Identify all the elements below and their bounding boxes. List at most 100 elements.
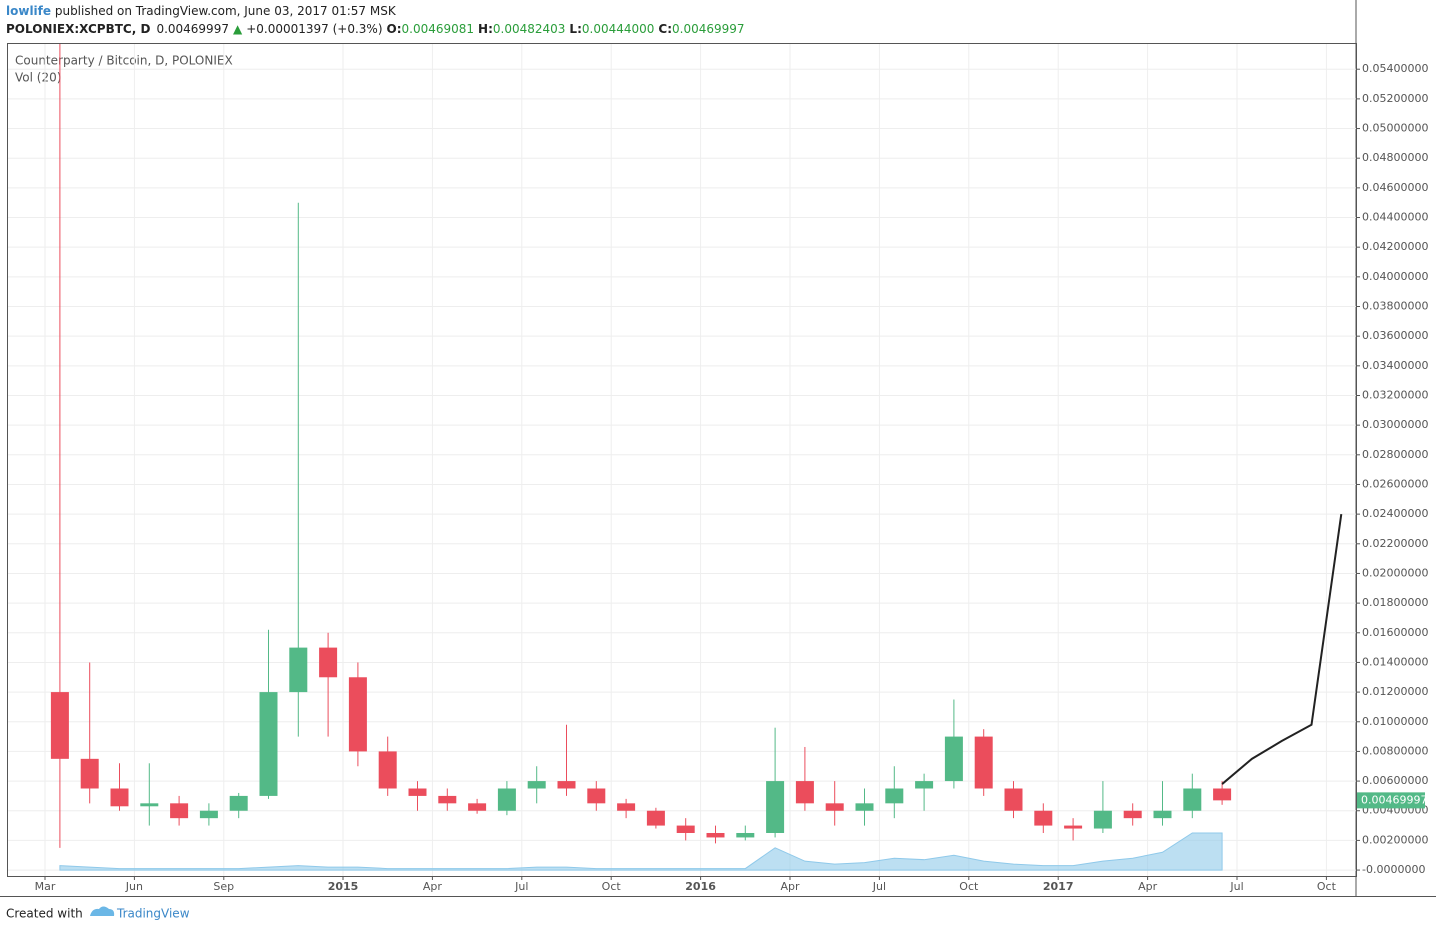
y-tick-label: 0.00800000 <box>1362 744 1428 757</box>
y-tick-label: 0.04800000 <box>1362 151 1428 164</box>
o: 0.00469081 <box>402 22 475 36</box>
candle-body <box>229 795 248 811</box>
candle-body <box>825 803 844 811</box>
x-tick-label: Oct <box>959 880 979 893</box>
x-tick-label: Sep <box>213 880 234 893</box>
header-line: lowlife published on TradingView.com, Ju… <box>6 4 397 18</box>
candle-body <box>50 692 69 759</box>
candle-body <box>974 736 993 789</box>
candle-body <box>1093 810 1112 829</box>
x-tick-label: Jul <box>872 880 886 893</box>
candle-body <box>795 781 814 804</box>
candle-body <box>1153 810 1172 819</box>
candle-body <box>1123 810 1142 819</box>
footer-brand[interactable]: TradingView <box>116 907 190 921</box>
candle-body <box>557 781 576 789</box>
candle-body <box>1034 810 1053 826</box>
candle-body <box>80 758 99 789</box>
h: 0.00482403 <box>493 22 566 36</box>
y-tick-label: 0.01000000 <box>1362 715 1428 728</box>
candle-body <box>915 781 934 789</box>
y-tick-label: 0.02200000 <box>1362 537 1428 550</box>
y-tick-label: 0.01200000 <box>1362 685 1428 698</box>
x-tick-label: Mar <box>35 880 56 893</box>
candle-body <box>736 832 755 838</box>
y-tick-label: -0.0000000 <box>1362 863 1425 876</box>
l: 0.00444000 <box>582 22 655 36</box>
candle-body <box>944 736 963 782</box>
y-tick-label: 0.03400000 <box>1362 359 1428 372</box>
grid <box>8 44 1356 876</box>
c: 0.00469997 <box>672 22 745 36</box>
x-tick-label: Apr <box>423 880 443 893</box>
y-tick-label: 0.02600000 <box>1362 477 1428 490</box>
candle-body <box>319 647 338 678</box>
candle-body <box>378 751 397 789</box>
symbol-line: POLONIEX:XCPBTC, D 0.00469997 ▲ +0.00001397… <box>6 22 745 36</box>
y-tick-label: 0.02000000 <box>1362 566 1428 579</box>
y-tick-label: 0.03000000 <box>1362 418 1428 431</box>
y-tick-label: 0.03200000 <box>1362 388 1428 401</box>
footer-created: Created with <box>6 907 83 921</box>
y-tick-label: 0.03800000 <box>1362 300 1428 313</box>
x-tick-label: 2016 <box>685 880 716 893</box>
candle-body <box>438 795 457 804</box>
published: published on TradingView.com, June 03, 2… <box>51 4 397 18</box>
candle-body <box>468 803 487 811</box>
x-tick-label: Apr <box>780 880 800 893</box>
y-tick-label: 0.05000000 <box>1362 122 1428 135</box>
y-tick-label: 0.02800000 <box>1362 448 1428 461</box>
candle-body <box>170 803 189 819</box>
y-tick-label: 0.00600000 <box>1362 774 1428 787</box>
last-price-tag <box>1357 792 1425 809</box>
candle-body <box>646 810 665 826</box>
candle-body <box>199 810 218 819</box>
user[interactable]: lowlife <box>6 4 51 18</box>
x-tick-label: Jul <box>1229 880 1243 893</box>
y-tick-label: 0.03600000 <box>1362 329 1428 342</box>
chart-title: Counterparty / Bitcoin, D, POLONIEX <box>15 54 233 68</box>
y-tick-label: 0.04400000 <box>1362 211 1428 224</box>
y-tick-label: 0.01800000 <box>1362 596 1428 609</box>
y-tick-label: 0.02400000 <box>1362 507 1428 520</box>
candle-body <box>110 788 129 807</box>
c-label: C: <box>658 22 672 36</box>
change: +0.00001397 (+0.3%) <box>246 22 382 36</box>
x-tick-label: Oct <box>1317 880 1337 893</box>
candle-body <box>1183 788 1202 811</box>
x-tick-label: Apr <box>1138 880 1158 893</box>
candle-body <box>408 788 427 796</box>
candle-body <box>587 788 606 804</box>
x-tick-label: Jun <box>125 880 143 893</box>
volume-label: Vol (20) <box>15 71 61 85</box>
candle-body <box>676 825 695 833</box>
candle-body <box>1004 788 1023 811</box>
y-tick-label: 0.01400000 <box>1362 655 1428 668</box>
y-tick-label: 0.05200000 <box>1362 92 1428 105</box>
last-price-label: 0.00469997 <box>1361 793 1427 806</box>
o-label: O: <box>387 22 402 36</box>
candle-body <box>289 647 308 693</box>
y-tick-label: 0.01600000 <box>1362 626 1428 639</box>
l-label: L: <box>569 22 581 36</box>
y-tick-label: 0.00200000 <box>1362 833 1428 846</box>
x-tick-label: 2017 <box>1043 880 1074 893</box>
candle-body <box>259 692 278 796</box>
y-tick-label: 0.04600000 <box>1362 181 1428 194</box>
x-tick-label: 2015 <box>328 880 359 893</box>
y-tick-label: 0.04200000 <box>1362 240 1428 253</box>
candle-body <box>527 781 546 789</box>
plot-area <box>50 44 1343 871</box>
candle-body <box>617 803 636 811</box>
volume-area <box>59 832 1223 871</box>
candle-body <box>885 788 904 804</box>
logo <box>90 906 115 916</box>
symbol: POLONIEX:XCPBTC, D <box>6 22 150 36</box>
projection-line <box>1221 513 1343 785</box>
candle-body <box>766 781 785 833</box>
candle-body <box>497 788 516 811</box>
y-tick-label: 0.05400000 <box>1362 62 1428 75</box>
candle-body <box>140 803 159 807</box>
arrow: ▲ <box>233 22 243 36</box>
